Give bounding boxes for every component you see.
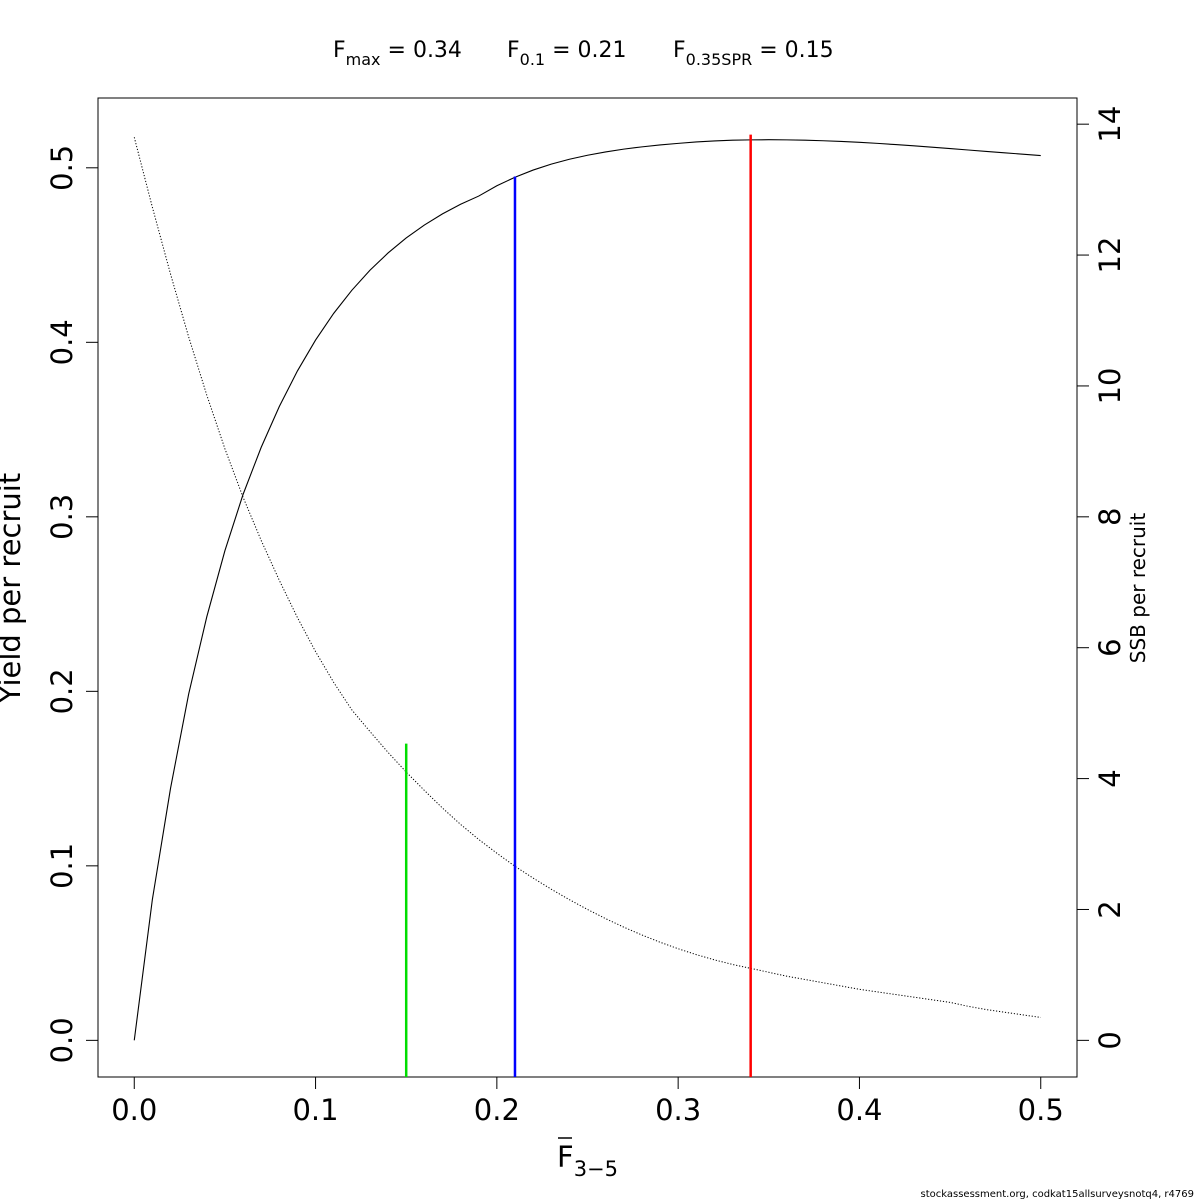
y2-tick-label: 4 (1093, 769, 1127, 787)
chart-title: Fmax = 0.34 F0.1 = 0.21 F0.35SPR = 0.15 (333, 38, 834, 69)
title-f01: F0.1 = 0.21 (507, 38, 627, 69)
y-tick-label: 0.2 (45, 668, 79, 714)
y-tick-label: 0.3 (45, 494, 79, 540)
y-tick-label: 0.5 (45, 145, 79, 191)
series-layer (133, 137, 1041, 1041)
y-axis-left: 0.0 0.1 0.2 0.3 0.4 0.5 (45, 145, 98, 1063)
y2-tick-label: 6 (1093, 638, 1127, 656)
y-tick-label: 0.1 (45, 843, 79, 889)
y-axis-label: Yield per recruit (0, 473, 27, 704)
y2-axis-label: SSB per recruit (1126, 513, 1150, 664)
reference-lines (404, 134, 752, 1077)
y2-tick-label: 14 (1093, 106, 1127, 143)
footer-credit: stockassessment.org, codkat15allsurveysn… (921, 1189, 1194, 1200)
x-axis-label: F3−5 (557, 1140, 618, 1181)
y2-tick-label: 2 (1093, 900, 1127, 918)
y2-tick-label: 0 (1093, 1031, 1127, 1049)
x-tick-label: 0.2 (474, 1093, 520, 1127)
ssb-per-recruit-line (133, 137, 1041, 1018)
x-tick-label: 0.1 (292, 1093, 338, 1127)
y-tick-label: 0.4 (45, 319, 79, 365)
yield-per-recruit-line (133, 139, 1041, 1041)
title-fspr: F0.35SPR = 0.15 (673, 38, 834, 69)
y2-tick-label: 10 (1093, 367, 1127, 404)
plot-frame (97, 97, 1078, 1078)
x-axis: 0.0 0.1 0.2 0.3 0.4 0.5 (111, 1077, 1064, 1127)
x-tick-label: 0.0 (111, 1093, 157, 1127)
x-tick-label: 0.4 (836, 1093, 882, 1127)
y2-tick-label: 8 (1093, 508, 1127, 526)
x-tick-label: 0.3 (655, 1093, 701, 1127)
x-tick-label: 0.5 (1018, 1093, 1064, 1127)
y-tick-label: 0.0 (45, 1017, 79, 1063)
y2-tick-label: 12 (1093, 237, 1127, 274)
y-axis-right: 0 2 4 6 8 10 12 14 (1077, 106, 1127, 1050)
title-fmax: Fmax = 0.34 (333, 38, 462, 69)
